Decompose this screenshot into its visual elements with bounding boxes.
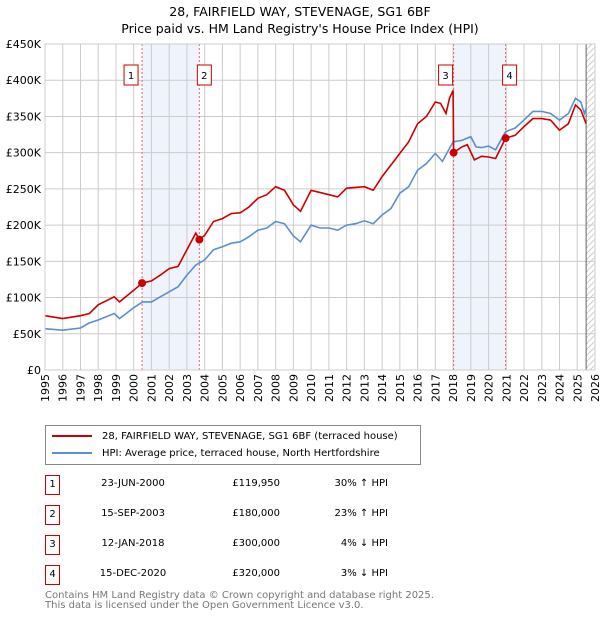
x-tick-label: 2003 <box>181 374 194 402</box>
sale-point <box>501 134 510 143</box>
transaction-date: 15-DEC-2020 <box>99 568 167 579</box>
x-tick-label: 2026 <box>589 374 600 402</box>
transaction-number: 4 <box>45 565 60 585</box>
hpi-line <box>44 97 587 332</box>
x-tick-label: 2021 <box>500 374 513 402</box>
sale-point <box>195 235 204 244</box>
plot-border <box>44 43 596 371</box>
x-tick-label: 2011 <box>323 374 336 402</box>
x-tick-label: 2017 <box>429 374 442 402</box>
x-tick-label: 2010 <box>305 374 318 402</box>
x-tick-label: 1997 <box>74 374 87 402</box>
x-tick-label: 2008 <box>270 374 283 402</box>
transaction-hpi-diff: 4% ↓ HPI <box>340 538 388 549</box>
x-tick-label: 2020 <box>483 374 496 402</box>
transaction-number: 1 <box>45 475 60 495</box>
legend-swatch-blue <box>52 452 92 454</box>
x-tick-label: 2006 <box>234 374 247 402</box>
property-price-line <box>44 90 587 320</box>
y-tick-label: £400K <box>6 74 42 87</box>
sale-point <box>449 148 458 157</box>
legend-item-property: 28, FAIRFIELD WAY, STEVENAGE, SG1 6BF (t… <box>46 428 398 444</box>
x-tick-label: 2022 <box>518 374 531 402</box>
chart-subtitle: Price paid vs. HM Land Registry's House … <box>121 21 479 36</box>
x-tick-label: 2016 <box>412 374 425 402</box>
y-tick-label: £450K <box>6 38 42 51</box>
transaction-hpi-diff: 3% ↓ HPI <box>340 568 388 579</box>
y-tick-label: £250K <box>6 183 42 196</box>
x-tick-label: 2014 <box>376 374 389 402</box>
x-tick-label: 2009 <box>287 374 300 402</box>
transaction-row: 2 15-SEP-2003 £180,000 23% ↑ HPI <box>45 505 445 525</box>
sale-label: 3 <box>442 71 448 82</box>
sale-label-box <box>123 64 139 86</box>
x-tick-label: 1996 <box>57 374 70 402</box>
footer-line1: Contains HM Land Registry data © Crown c… <box>45 590 434 601</box>
forecast-hatch <box>586 44 595 370</box>
sale-label-box <box>502 64 518 86</box>
x-tick-label: 2000 <box>128 374 141 402</box>
transaction-row: 4 15-DEC-2020 £320,000 3% ↓ HPI <box>45 565 445 585</box>
transaction-row: 1 23-JUN-2000 £119,950 30% ↑ HPI <box>45 475 445 495</box>
x-tick-label: 2024 <box>554 374 567 402</box>
transaction-row: 3 12-JAN-2018 £300,000 4% ↓ HPI <box>45 535 445 555</box>
y-tick-label: £350K <box>6 110 42 123</box>
x-tick-label: 2012 <box>341 374 354 402</box>
sale-label: 4 <box>506 71 512 82</box>
x-tick-label: 1999 <box>110 374 123 402</box>
transaction-price: £320,000 <box>232 568 280 579</box>
transaction-price: £180,000 <box>232 508 280 519</box>
transaction-hpi-diff: 30% ↑ HPI <box>334 478 388 489</box>
x-tick-label: 2013 <box>358 374 371 402</box>
sale-period-shading <box>453 44 506 370</box>
sale-label: 2 <box>201 71 207 82</box>
transaction-date: 12-JAN-2018 <box>101 538 165 549</box>
legend-swatch-red <box>52 435 92 437</box>
sale-label: 1 <box>128 71 134 82</box>
x-tick-label: 2018 <box>447 374 460 402</box>
transaction-price: £300,000 <box>232 538 280 549</box>
price-chart: 1995 1996 1997 1998 1999 2000 2001 2002 2003 2004… <box>6 38 600 402</box>
transaction-number: 2 <box>45 505 60 525</box>
footer-line2: This data is licensed under the Open Gov… <box>45 600 364 611</box>
x-tick-label: 2023 <box>536 374 549 402</box>
x-tick-label: 2001 <box>145 374 158 402</box>
transaction-price: £119,950 <box>232 478 280 489</box>
x-tick-label: 2015 <box>394 374 407 402</box>
x-tick-label: 2007 <box>252 374 265 402</box>
y-tick-label: £0 <box>27 364 41 377</box>
x-tick-label: 2019 <box>465 374 478 402</box>
legend-label: 28, FAIRFIELD WAY, STEVENAGE, SG1 6BF (t… <box>102 430 398 442</box>
x-tick-label: 2025 <box>571 374 584 402</box>
y-tick-label: £50K <box>13 328 42 341</box>
chart-title: 28, FAIRFIELD WAY, STEVENAGE, SG1 6BF <box>169 4 431 19</box>
transaction-date: 23-JUN-2000 <box>101 478 165 489</box>
footer: Contains HM Land Registry data © Crown c… <box>45 591 434 611</box>
x-tick-label: 1998 <box>92 374 105 402</box>
y-tick-label: £200K <box>6 219 42 232</box>
x-tick-label: 2002 <box>163 374 176 402</box>
x-tick-label: 1995 <box>39 374 52 402</box>
y-tick-label: £300K <box>6 147 42 160</box>
sale-point <box>138 279 147 288</box>
x-tick-label: 2005 <box>216 374 229 402</box>
y-tick-label: £150K <box>6 255 42 268</box>
sale-label-box <box>196 64 212 86</box>
legend: 28, FAIRFIELD WAY, STEVENAGE, SG1 6BF (t… <box>45 425 421 465</box>
transaction-date: 15-SEP-2003 <box>101 508 165 519</box>
sale-label-box <box>438 64 454 86</box>
transaction-number: 3 <box>45 535 60 555</box>
transaction-hpi-diff: 23% ↑ HPI <box>334 508 388 519</box>
legend-item-hpi: HPI: Average price, terraced house, Nort… <box>46 445 380 461</box>
sale-period-shading <box>142 44 200 370</box>
y-tick-label: £100K <box>6 292 42 305</box>
legend-label: HPI: Average price, terraced house, Nort… <box>102 447 380 459</box>
x-tick-label: 2004 <box>199 374 212 402</box>
